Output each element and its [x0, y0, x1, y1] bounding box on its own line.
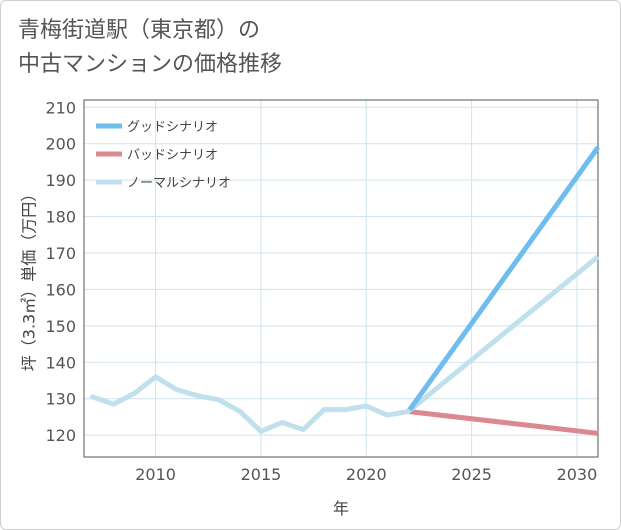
- axis-ticks: 120 130 140 150 160 170 180 190 200 210 2010 2015 20…: [45, 98, 597, 484]
- y-tick-label: 200: [45, 135, 76, 154]
- y-tick-label: 140: [45, 353, 76, 372]
- series-lines: [89, 145, 601, 436]
- y-tick-label: 160: [45, 280, 76, 299]
- chart-title: 青梅街道駅（東京都）の 中古マンションの価格推移: [18, 14, 282, 82]
- x-tick-label: 2020: [346, 465, 387, 484]
- y-tick-label: 210: [45, 98, 76, 117]
- title-line-2: 中古マンションの価格推移: [18, 52, 283, 77]
- historical-price-line: [89, 374, 411, 434]
- x-tick-label: 2015: [241, 465, 282, 484]
- y-axis-title: 坪（3.3㎡）単価（万円）: [20, 186, 39, 371]
- good-scenario-line: [406, 145, 601, 413]
- x-axis-title: 年: [333, 499, 349, 518]
- y-tick-label: 120: [45, 426, 76, 445]
- normal-legend-label: ノーマルシナリオ: [127, 176, 231, 191]
- title-line-1: 青梅街道駅（東京都）の: [18, 18, 261, 43]
- normal-scenario-line: [406, 254, 600, 414]
- y-tick-label: 190: [45, 171, 76, 190]
- y-tick-label: 150: [45, 317, 76, 336]
- x-tick-label: 2030: [557, 465, 598, 484]
- bad-legend-label: バッドシナリオ: [127, 148, 218, 163]
- plot-frame: [83, 99, 599, 458]
- bad-scenario-line: [408, 408, 599, 436]
- y-tick-label: 170: [45, 244, 76, 263]
- y-tick-label: 130: [45, 390, 76, 409]
- good-legend-label: グッドシナリオ: [127, 120, 218, 135]
- x-tick-label: 2025: [451, 465, 492, 484]
- grid-lines: [84, 100, 598, 457]
- x-tick-label: 2010: [135, 465, 176, 484]
- y-tick-label: 180: [45, 208, 76, 227]
